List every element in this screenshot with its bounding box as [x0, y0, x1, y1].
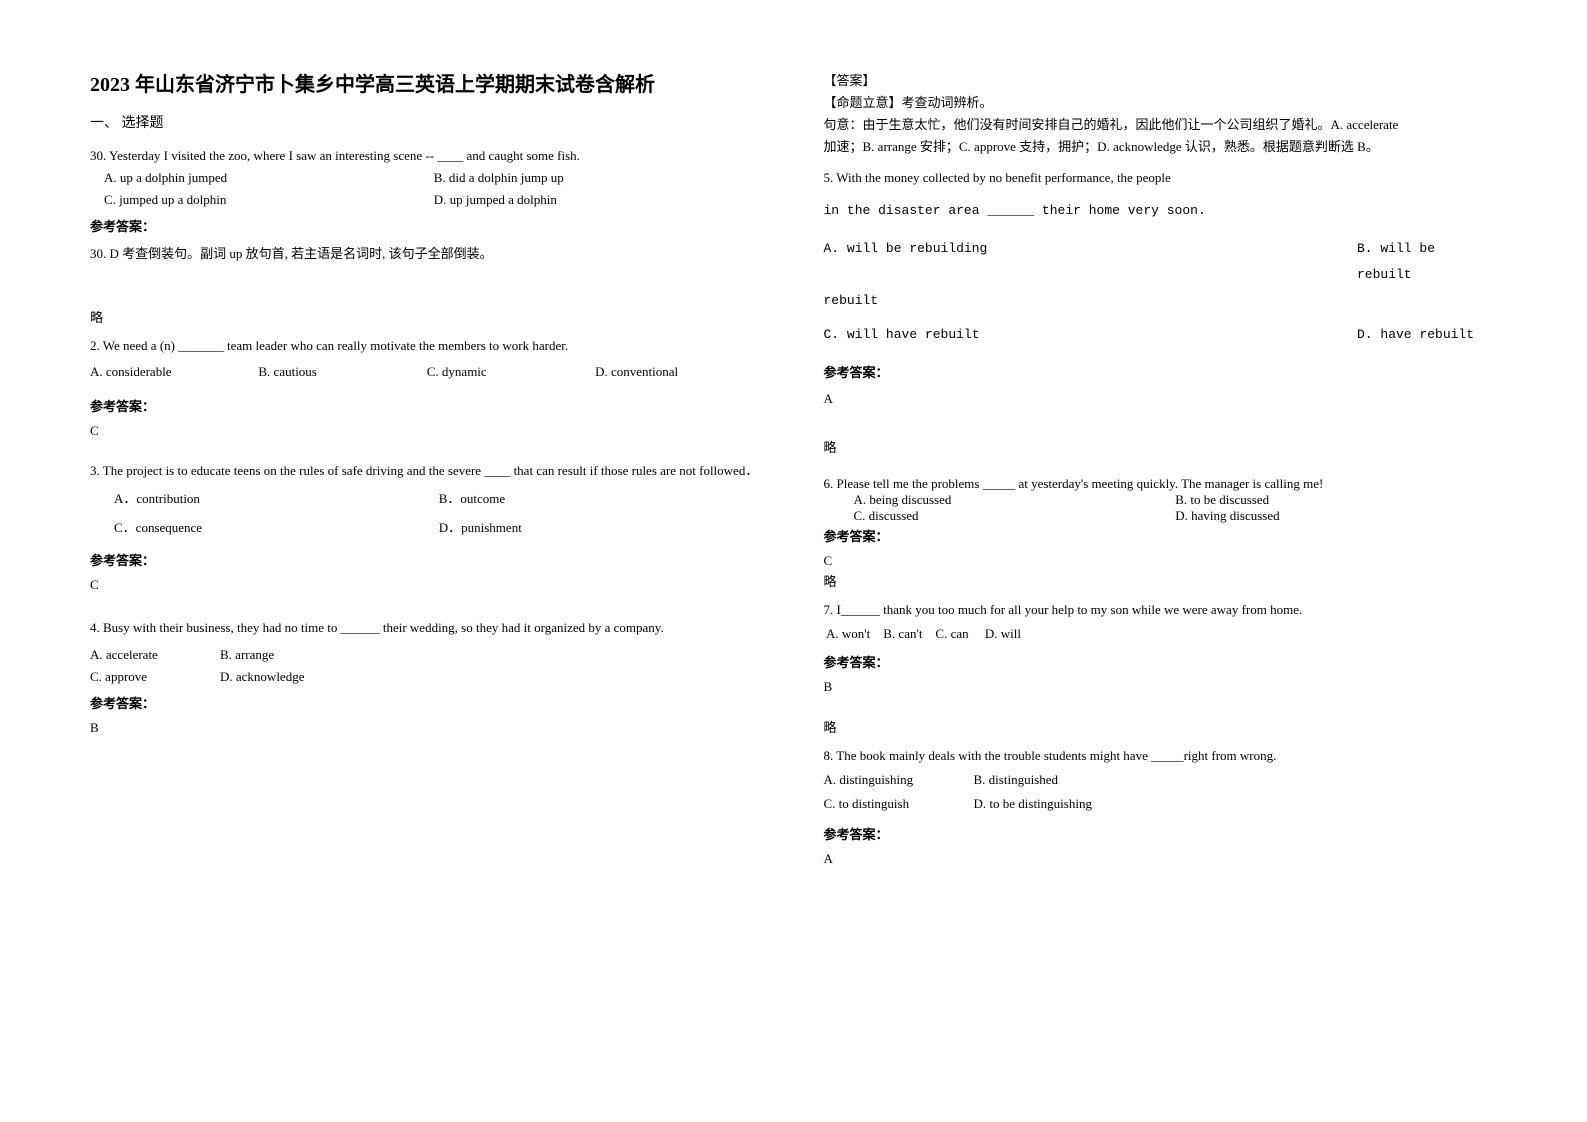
q4-answer: B: [90, 720, 764, 736]
q30-text: 30. Yesterday I visited the zoo, where I…: [90, 148, 764, 164]
q5-optD: D. have rebuilt: [1357, 322, 1497, 348]
q4-ref: 参考答案：: [90, 693, 764, 712]
q8-optB: B. distinguished: [974, 772, 1059, 788]
q6-optA: A. being discussed: [854, 492, 1176, 508]
q2-answer: C: [90, 423, 764, 439]
question-5: 5. With the money collected by no benefi…: [824, 170, 1498, 419]
q2-optC: C. dynamic: [427, 364, 595, 380]
q7-answer: B: [824, 679, 1498, 695]
q7-text: 7. I______ thank you too much for all yo…: [824, 602, 1498, 618]
q8-text: 8. The book mainly deals with the troubl…: [824, 748, 1498, 764]
omit-5: 略: [824, 437, 1498, 456]
q6-ref: 参考答案：: [824, 526, 1498, 545]
q7-opts: A. won't B. can't C. can D. will: [824, 626, 1498, 642]
q3-optB: B．outcome: [439, 488, 764, 507]
question-30: 30. Yesterday I visited the zoo, where I…: [90, 148, 764, 277]
omit-6: 略: [824, 571, 1498, 590]
q6-text: 6. Please tell me the problems _____ at …: [824, 476, 1498, 492]
question-4: 4. Busy with their business, they had no…: [90, 615, 764, 748]
q30-ref: 参考答案：: [90, 216, 764, 235]
q3-answer: C: [90, 577, 764, 593]
q30-options: A. up a dolphin jumped B. did a dolphin …: [104, 170, 764, 208]
question-2: 2. We need a (n) _______ team leader who…: [90, 338, 764, 451]
question-3: 3. The project is to educate teens on th…: [90, 461, 764, 605]
q2-text: 2. We need a (n) _______ team leader who…: [90, 338, 764, 354]
q3-options: A．contribution B．outcome C．consequence D…: [114, 488, 764, 536]
q3-ref: 参考答案：: [90, 550, 764, 569]
q4-explain-l1: 【答案】: [824, 70, 1498, 92]
q30-optC: C. jumped up a dolphin: [104, 192, 434, 208]
right-column: 【答案】 【命题立意】考查动词辨析。 句意：由于生意太忙，他们没有时间安排自己的…: [824, 70, 1498, 1052]
q4-explain-l2: 【命题立意】考查动词辨析。: [824, 92, 1498, 114]
q8-optD: D. to be distinguishing: [974, 796, 1092, 812]
omit-1: 略: [90, 307, 764, 326]
q4-optD: D. acknowledge: [220, 669, 304, 685]
q7-ref: 参考答案：: [824, 652, 1498, 671]
q6-optC: C. discussed: [854, 508, 1176, 524]
q5-rebuilt: rebuilt: [824, 288, 1498, 314]
q3-optA: A．contribution: [114, 488, 439, 507]
q5-ref: 参考答案：: [824, 362, 1498, 381]
question-7: 7. I______ thank you too much for all yo…: [824, 602, 1498, 707]
omit-7: 略: [824, 717, 1498, 736]
q2-optD: D. conventional: [595, 364, 763, 380]
q5-answer: A: [824, 391, 1498, 407]
question-8: 8. The book mainly deals with the troubl…: [824, 748, 1498, 879]
q30-explanation: 30. D 考查倒装句。副词 up 放句首, 若主语是名词时, 该句子全部倒装。: [90, 243, 764, 265]
q6-optB: B. to be discussed: [1175, 492, 1497, 508]
q3-optC: C．consequence: [114, 517, 439, 536]
q2-ref: 参考答案：: [90, 396, 764, 415]
q2-optB: B. cautious: [258, 364, 426, 380]
left-column: 2023 年山东省济宁市卜集乡中学高三英语上学期期末试卷含解析 一、 选择题 3…: [90, 70, 764, 1052]
q4-optB: B. arrange: [220, 647, 274, 663]
q4-explain-l3: 句意：由于生意太忙，他们没有时间安排自己的婚礼，因此他们让一个公司组织了婚礼。A…: [824, 114, 1498, 136]
q8-ref: 参考答案：: [824, 824, 1498, 843]
q4-explain-block: 【答案】 【命题立意】考查动词辨析。 句意：由于生意太忙，他们没有时间安排自己的…: [824, 70, 1498, 158]
q6-answer: C: [824, 553, 1498, 569]
section-header: 一、 选择题: [90, 112, 764, 132]
q3-text: 3. The project is to educate teens on th…: [90, 461, 764, 482]
q4-explain-l4: 加速；B. arrange 安排；C. approve 支持，拥护；D. ack…: [824, 136, 1498, 158]
q5-text1: 5. With the money collected by no benefi…: [824, 170, 1498, 186]
q6-optD: D. having discussed: [1175, 508, 1497, 524]
q30-optB: B. did a dolphin jump up: [434, 170, 764, 186]
q2-optA: A. considerable: [90, 364, 258, 380]
q5-text2: in the disaster area ______ their home v…: [824, 198, 1498, 224]
question-6: 6. Please tell me the problems _____ at …: [824, 476, 1498, 592]
q30-optD: D. up jumped a dolphin: [434, 192, 764, 208]
q5-optC: C. will have rebuilt: [824, 322, 980, 348]
q8-answer: A: [824, 851, 1498, 867]
q30-optA: A. up a dolphin jumped: [104, 170, 434, 186]
q4-optA: A. accelerate: [90, 647, 220, 663]
document-title: 2023 年山东省济宁市卜集乡中学高三英语上学期期末试卷含解析: [90, 70, 764, 100]
q5-optB: B. will be rebuilt: [1357, 236, 1497, 288]
q8-optC: C. to distinguish: [824, 796, 974, 812]
q4-text: 4. Busy with their business, they had no…: [90, 615, 764, 641]
q4-optC: C. approve: [90, 669, 220, 685]
q5-optA: A. will be rebuilding: [824, 236, 988, 288]
q3-optD: D．punishment: [439, 517, 764, 536]
q8-optA: A. distinguishing: [824, 772, 974, 788]
